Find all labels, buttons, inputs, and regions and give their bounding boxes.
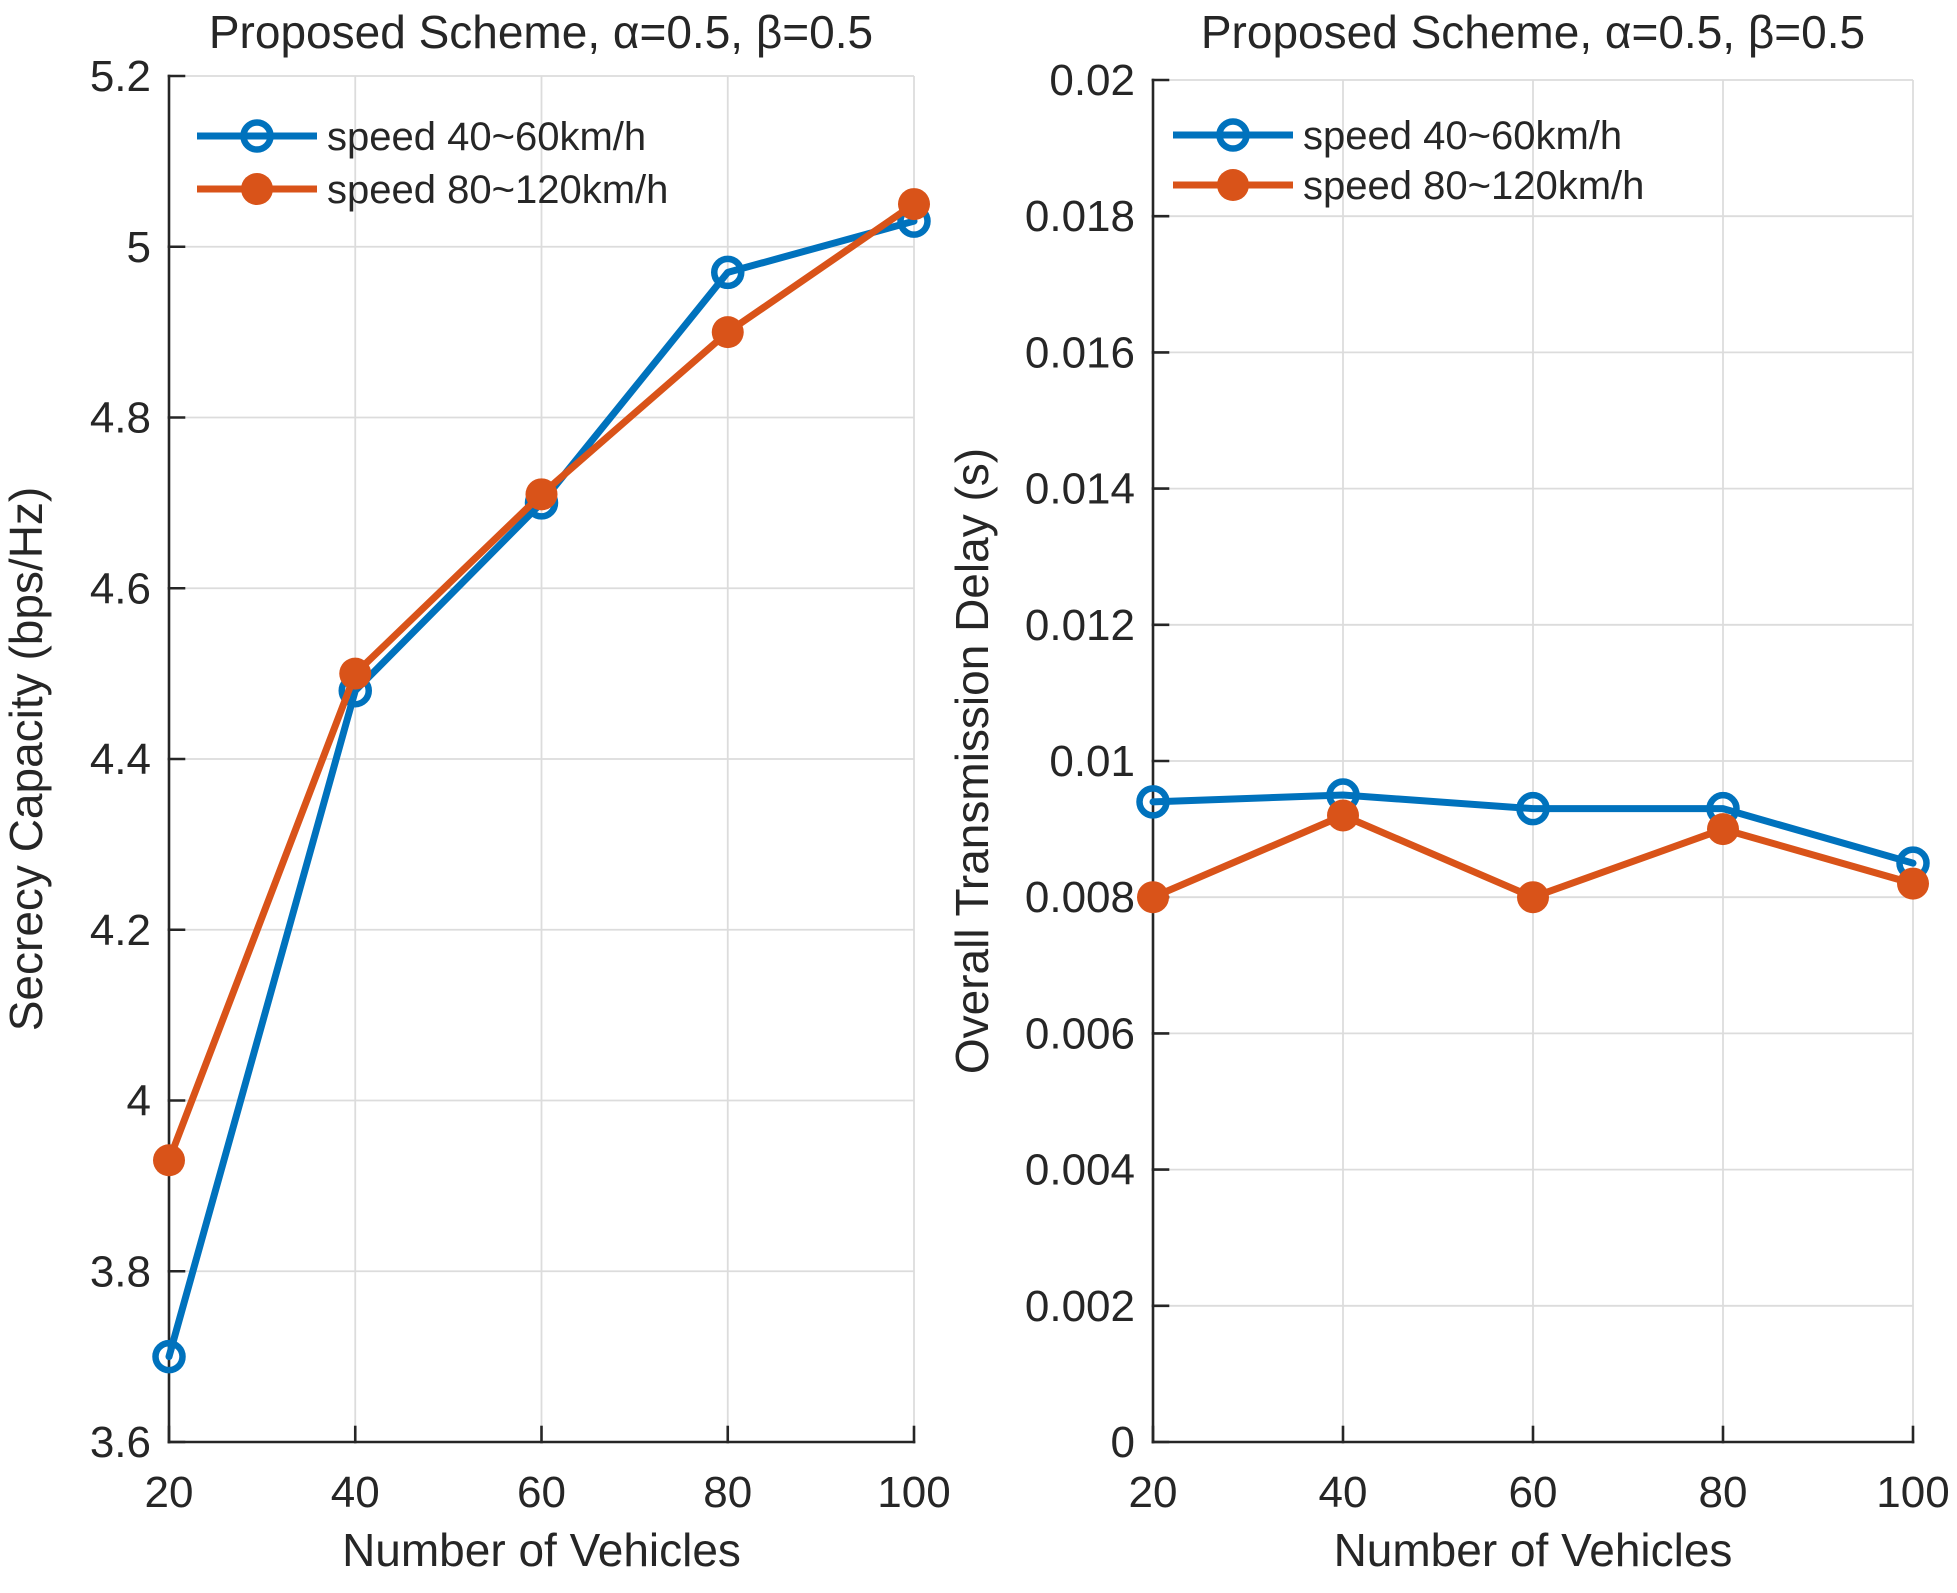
legend-label: speed 40~60km/h [1303,114,1622,158]
x-axis-label: Number of Vehicles [1334,1524,1733,1576]
data-point-open-circle [152,1339,186,1374]
x-tick-label: 100 [1876,1468,1949,1517]
y-tick-label: 0.008 [1025,873,1135,922]
y-tick-label: 5.2 [90,52,151,101]
data-point-open-circle [1516,791,1550,826]
y-tick-label: 3.6 [90,1418,151,1467]
y-tick-label: 0.014 [1025,465,1135,514]
legend-item: speed 80~120km/h [197,168,668,212]
data-point-open-circle [1136,785,1170,819]
data-point-filled-circle [1517,881,1549,914]
legend-label: speed 80~120km/h [1303,164,1644,208]
legend-label: speed 80~120km/h [327,168,668,212]
y-tick-label: 4.6 [90,564,151,613]
y-tick-label: 0.018 [1025,192,1135,241]
y-tick-label: 5 [127,223,151,272]
legend-marker-open-circle [1216,118,1250,152]
y-axis-label: Overall Transmission Delay (s) [946,448,998,1074]
data-point-filled-circle [1897,867,1929,900]
data-point-filled-circle [711,316,744,349]
transmission-delay-legend: speed 40~60km/h speed 80~120km/h [1173,114,1644,208]
data-point-filled-circle [153,1144,185,1177]
data-point-open-circle [711,255,745,290]
x-tick-label: 60 [1509,1468,1558,1517]
legend-marker-open-circle [240,119,274,153]
y-tick-label: 0.016 [1025,328,1135,377]
legend-item: speed 80~120km/h [1173,164,1644,208]
y-tick-label: 0.012 [1025,601,1135,650]
y-tick-label: 4.2 [90,906,151,955]
legend-marker-filled-circle [1217,169,1249,201]
data-point-filled-circle [1327,799,1359,832]
legend-item: speed 40~60km/h [1173,114,1622,158]
series-line [1149,791,1917,867]
chart-title: Proposed Scheme, α=0.5, β=0.5 [1201,6,1865,58]
x-tick-label: 20 [1129,1468,1178,1517]
data-point-filled-circle [339,657,372,690]
x-tick-label: 20 [145,1468,194,1517]
secrecy-capacity-legend: speed 40~60km/h speed 80~120km/h [197,115,668,212]
legend-item: speed 40~60km/h [197,115,646,159]
y-axis-label: Secrecy Capacity (bps/Hz) [0,487,52,1032]
y-tick-label: 3.8 [90,1247,151,1296]
secrecy-capacity-chart: 20 40 60 80 100 3.6 3.8 4 4.2 4.4 4.6 4.8 5 5.2 Propos… [0,6,951,1576]
x-tick-label: 40 [1319,1468,1368,1517]
legend-label: speed 40~60km/h [327,115,646,159]
chart-title: Proposed Scheme, α=0.5, β=0.5 [209,6,873,58]
data-point-filled-circle [898,188,930,221]
y-tick-label: 0.01 [1049,737,1135,786]
y-tick-label: 0.006 [1025,1009,1135,1058]
y-tick-label: 0 [1111,1418,1135,1467]
data-point-filled-circle [525,478,558,511]
data-point-filled-circle [1707,813,1739,846]
secrecy-capacity-axes [167,74,916,1444]
y-tick-label: 4.4 [90,735,151,784]
y-tick-label: 4 [127,1077,151,1126]
transmission-delay-chart: 20 40 60 80 100 0 0.002 0.004 0.006 0.008 0.01 0.01… [946,6,1950,1576]
x-axis-label: Number of Vehicles [342,1524,741,1576]
legend-marker-filled-circle [241,173,273,205]
x-tick-label: 40 [331,1468,380,1517]
y-tick-label: 0.002 [1025,1282,1135,1331]
y-tick-label: 4.8 [90,394,151,443]
x-tick-label: 100 [877,1468,950,1517]
series-speed-80-120 [153,188,930,1177]
transmission-delay-axes [1151,78,1915,1444]
series-speed-80-120 [1137,799,1929,914]
x-tick-label: 80 [703,1468,752,1517]
x-tick-label: 60 [517,1468,566,1517]
data-point-filled-circle [1137,881,1169,914]
secrecy-capacity-grid [169,75,915,1442]
y-tick-label: 0.004 [1025,1146,1135,1195]
y-tick-label: 0.02 [1049,56,1135,105]
transmission-delay-grid [1153,79,1914,1442]
x-tick-label: 80 [1699,1468,1748,1517]
